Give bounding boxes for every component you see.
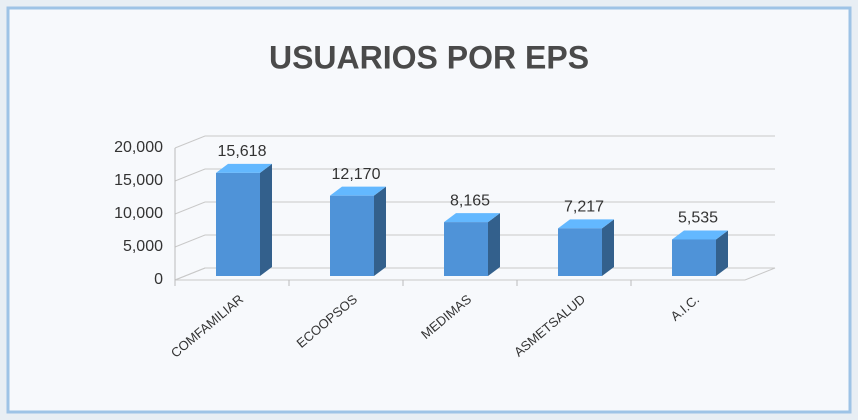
chart-frame [6,6,852,414]
bar-top [216,163,272,173]
y-tick-label: 0 [154,271,163,288]
bar-front [444,222,488,276]
y-tick-label: 20,000 [114,139,163,156]
y-tick-label: 15,000 [114,172,163,189]
bar-front [672,239,716,276]
bar [558,219,614,276]
value-label: 5,535 [678,210,718,227]
chart-title: USUARIOS POR EPS [269,39,589,75]
grid-line [174,168,775,182]
y-tick-label: 5,000 [123,238,163,255]
bar [444,213,500,276]
bar-side [488,213,500,276]
y-tick-label: 10,000 [114,205,163,222]
bar-front [216,172,260,276]
grid-line [174,135,775,149]
value-label: 7,217 [564,199,604,216]
bar-side [602,219,614,276]
bar-side [374,186,386,276]
bar-top [558,219,614,229]
bar-top [330,186,386,196]
value-label: 8,165 [450,192,490,209]
bar [672,230,728,276]
bar-front [558,228,602,276]
bar-side [260,163,272,276]
bar-top [672,230,728,240]
grid-line [174,201,775,215]
bar-top [444,213,500,223]
value-label: 12,170 [332,166,381,183]
bar-front [330,195,374,276]
bar [216,163,272,276]
value-label: 15,618 [218,143,267,160]
bar-side [716,230,728,276]
bar [330,186,386,276]
